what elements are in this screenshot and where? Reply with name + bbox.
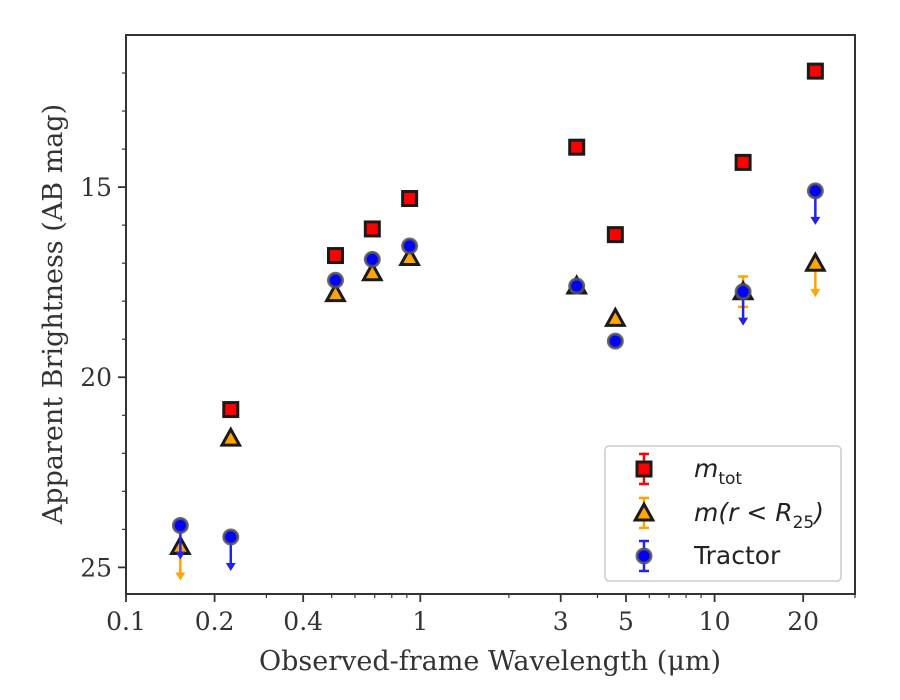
data-point-triangle [398,245,421,266]
legend-marker-triangle [632,501,656,522]
data-point-square [734,153,752,171]
data-marks [169,62,827,581]
data-point-triangle [219,426,243,447]
x-axis-label: Observed-frame Wavelength (μm) [259,646,721,677]
data-point-square [606,226,624,244]
data-point-circle [734,283,752,326]
legend-marker-circle [635,547,653,565]
data-point-circle [171,517,189,560]
y-tick-label: 20 [80,363,112,392]
plot-frame [125,34,856,595]
legend: mtot m(r < R25) Tractor [604,445,842,582]
data-point-square [568,138,586,156]
legend-label: mtot [694,454,742,489]
data-point-square [222,401,240,419]
data-point-triangle [324,281,347,303]
legend-label: Tractor [693,541,781,570]
data-point-circle [222,528,240,571]
y-tick-label: 25 [80,553,112,582]
data-point-triangle [360,260,384,282]
data-point-circle [363,250,381,268]
data-point-circle [326,271,344,289]
data-point-square [363,220,381,238]
data-point-square [326,247,344,265]
data-point-circle [401,237,419,255]
x-tick-label: 1 [412,607,428,636]
x-tick-label: 20 [787,607,819,636]
x-tick-label: 0.4 [283,607,323,636]
x-major-ticks: 0.1 0.2 0.4 1 3 5 10 20 [106,594,819,636]
data-point-square [806,62,824,80]
data-point-triangle [804,251,827,298]
legend-marker-square [635,460,653,478]
x-tick-label: 0.1 [106,607,146,636]
legend-entry: mtot [635,452,742,489]
y-ticks: 15 20 25 [80,72,126,582]
legend-label: m(r < R25) [694,498,824,533]
data-point-circle [606,332,624,350]
x-tick-label: 0.2 [195,607,235,636]
x-tick-label: 5 [618,607,634,636]
x-tick-label: 10 [699,607,731,636]
x-tick-label: 3 [553,607,569,636]
y-tick-label: 15 [80,173,112,202]
data-point-square [401,190,419,208]
legend-entry: m(r < R25) [632,496,824,533]
legend-entry: Tractor [635,539,781,573]
y-axis-label: Apparent Brightness (AB mag) [38,104,69,525]
data-point-circle [806,182,824,225]
data-point-circle [568,277,586,295]
legend-frame [604,445,842,582]
data-point-triangle [603,306,627,327]
